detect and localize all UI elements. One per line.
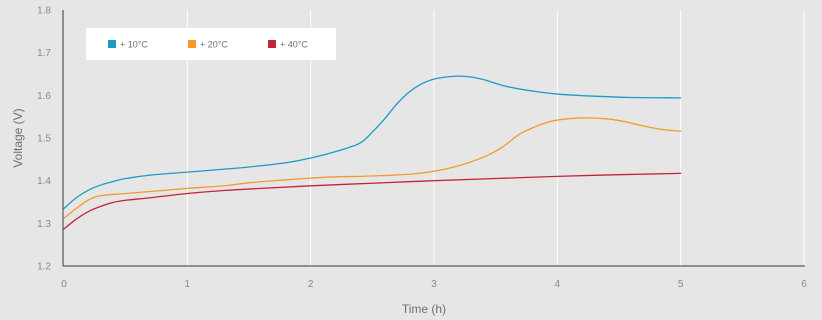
y-tick-labels: 1.2 1.3 1.4 1.5 1.6 1.7 1.8 (37, 6, 51, 273)
series-lines (63, 75, 682, 230)
y-tick-label: 1.8 (37, 6, 51, 17)
series-line-3 (63, 172, 682, 230)
legend-label: + 40°C (280, 40, 308, 50)
x-tick-label: 6 (801, 279, 807, 290)
legend-label: + 10°C (120, 40, 148, 50)
y-tick-label: 1.7 (37, 48, 51, 59)
legend-label: + 20°C (200, 40, 228, 50)
y-tick-label: 1.3 (37, 219, 51, 230)
x-tick-label: 5 (678, 279, 684, 290)
x-tick-label: 1 (185, 279, 191, 290)
legend: + 10°C + 20°C + 40°C (86, 28, 336, 60)
legend-box (86, 28, 336, 60)
x-tick-label: 3 (431, 279, 437, 290)
x-axis-label: Time (h) (402, 302, 446, 316)
y-tick-label: 1.6 (37, 91, 51, 102)
y-tick-label: 1.2 (37, 262, 51, 273)
y-tick-label: 1.5 (37, 134, 51, 145)
x-tick-label: 4 (555, 279, 561, 290)
x-tick-label: 2 (308, 279, 314, 290)
series-line-2 (63, 117, 682, 219)
y-axis-label: Voltage (V) (11, 108, 25, 167)
legend-swatch (268, 40, 276, 48)
axes (62, 10, 805, 267)
y-tick-label: 1.4 (37, 176, 51, 187)
series-line-1 (63, 75, 682, 210)
x-tick-labels: 0 1 2 3 4 5 6 (61, 279, 807, 290)
legend-swatch (188, 40, 196, 48)
x-tick-label: 0 (61, 279, 67, 290)
legend-swatch (108, 40, 116, 48)
